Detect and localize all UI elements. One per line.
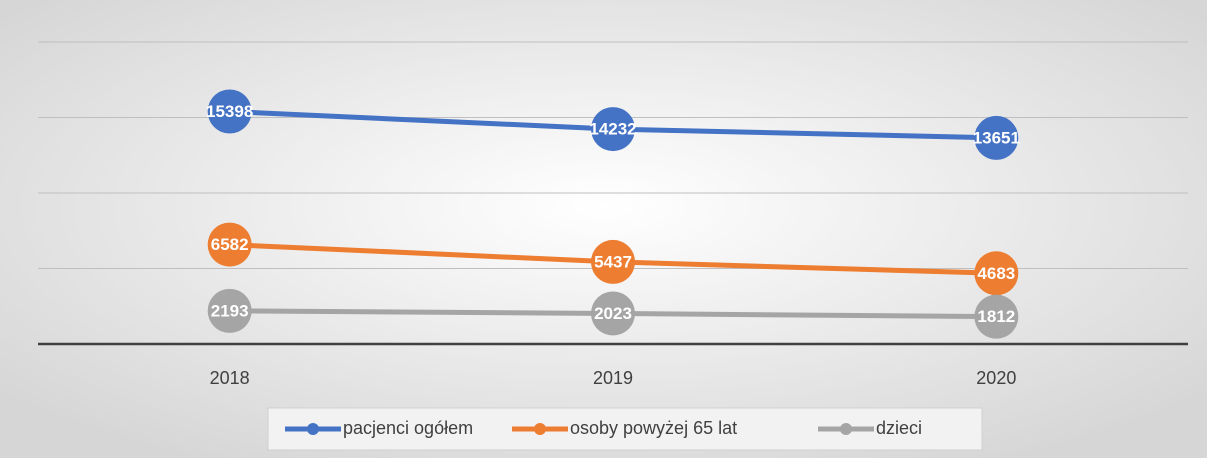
- data-label: 2023: [594, 304, 632, 323]
- legend-marker: [534, 423, 546, 435]
- legend-label: pacjenci ogółem: [343, 418, 473, 438]
- marker: [591, 107, 635, 152]
- data-label: 5437: [594, 252, 632, 271]
- x-tick-label: 2020: [976, 368, 1016, 388]
- marker: [974, 251, 1019, 296]
- marker: [207, 89, 252, 134]
- data-label: 13651: [973, 128, 1020, 147]
- data-label: 1812: [977, 307, 1015, 326]
- data-label: 15398: [206, 102, 253, 121]
- data-label: 4683: [977, 264, 1015, 283]
- x-tick-label: 2019: [593, 368, 633, 388]
- data-label: 2193: [211, 301, 249, 320]
- legend-label: dzieci: [876, 418, 922, 438]
- marker: [974, 115, 1019, 160]
- legend-marker: [840, 423, 852, 435]
- x-tick-label: 2018: [210, 368, 250, 388]
- data-label: 14232: [589, 120, 636, 139]
- legend-marker: [307, 423, 319, 435]
- marker: [207, 222, 252, 267]
- marker: [591, 291, 635, 336]
- legend-label: osoby powyżej 65 lat: [570, 418, 737, 438]
- marker: [207, 288, 252, 333]
- marker: [974, 294, 1019, 339]
- marker: [591, 239, 635, 284]
- data-label: 6582: [211, 235, 249, 254]
